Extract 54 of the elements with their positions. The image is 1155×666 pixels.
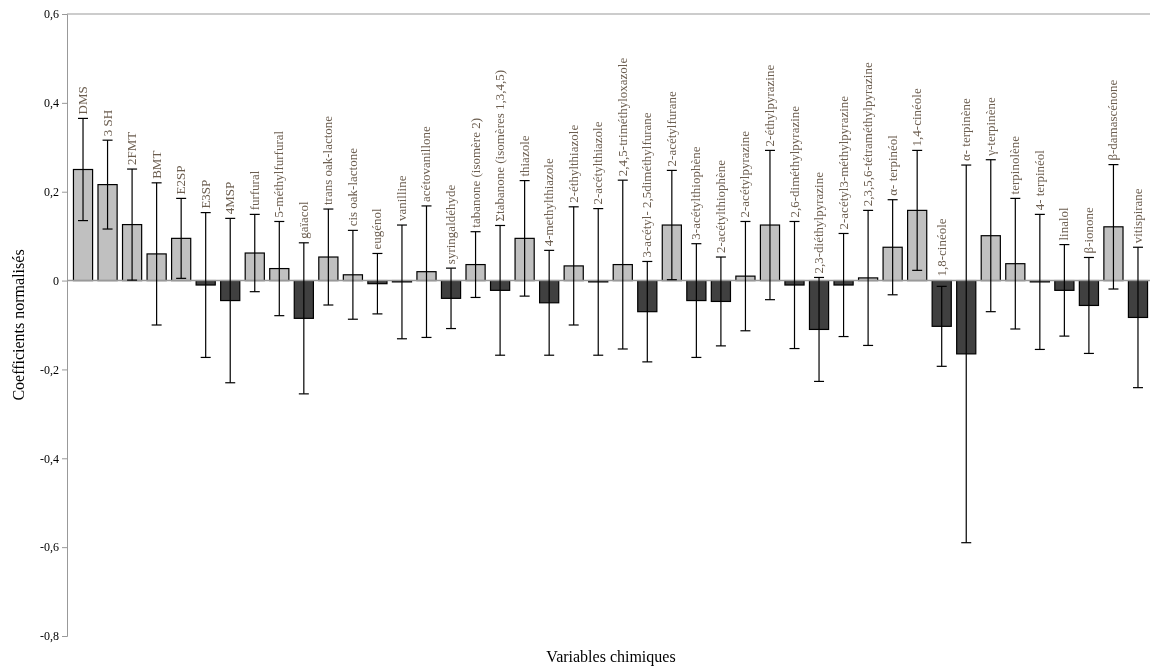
x-tick-label: β-damascénone <box>1105 79 1121 161</box>
x-tick-label: 4- terpinéol <box>1031 149 1047 211</box>
x-tick-label: 2,3-diéthylpyrazine <box>811 171 827 274</box>
x-tick-label: tabanone (isomère 2) <box>467 117 483 228</box>
y-tick-label: -0,4 <box>40 451 59 466</box>
x-tick-label: 4-methylthiazole <box>541 158 557 247</box>
x-tick-label: β-ionone <box>1080 206 1096 254</box>
x-tick-label: 2-acétylfurane <box>663 91 679 167</box>
x-tick-label: 1,8-cinéole <box>933 218 949 277</box>
x-tick-label: 2-acétyl3-méthylpyrazine <box>835 95 851 230</box>
x-tick-label: syringaldéhyde <box>443 184 459 265</box>
x-tick-label: 2,6-diméthylpyrazine <box>786 105 802 218</box>
x-tick-label: 2,3,5,6-tétraméthylpyrazine <box>860 62 876 207</box>
x-tick-label: E3SP <box>197 179 213 209</box>
x-tick-label: terpinolène <box>1007 135 1023 195</box>
x-tick-label: α- terpinéol <box>884 134 900 196</box>
x-tick-label: α- terpinène <box>958 98 974 162</box>
x-tick-label: trans oak-lactone <box>320 115 336 206</box>
y-tick-label: -0,2 <box>40 362 59 377</box>
y-tick-label: -0,8 <box>40 629 59 644</box>
y-tick-label: 0,2 <box>44 185 59 200</box>
y-tick-label: 0 <box>53 273 59 288</box>
y-tick-label: 0,4 <box>44 96 59 111</box>
x-tick-label: linalol <box>1056 206 1072 241</box>
x-tick-label: 2FMT <box>124 131 140 166</box>
x-tick-label: Σtabanone (isomères 1,3,4,5) <box>492 69 508 222</box>
x-tick-label: 4MSP <box>222 181 238 215</box>
x-tick-label: thiazole <box>516 135 532 177</box>
x-tick-label: DMS <box>75 86 91 115</box>
x-tick-label: 3 SH <box>99 109 115 137</box>
y-tick-label: 0,6 <box>44 7 59 22</box>
x-tick-label: 2-éthylthiazole <box>565 124 581 203</box>
x-tick-label: γ-terpinène <box>982 97 998 157</box>
x-tick-label: 5-méthylfurfural <box>271 130 287 218</box>
x-tick-label: vitispirane <box>1129 188 1145 244</box>
x-tick-label: 1,4-cinéole <box>909 88 925 147</box>
x-tick-label: cis oak-lactone <box>344 147 360 227</box>
x-tick-label: gaïacol <box>295 200 311 239</box>
x-tick-label: 2-acétylthiophène <box>712 159 728 254</box>
x-axis-title: Variables chimiques <box>546 648 676 666</box>
x-tick-label: 3-acétylthiophène <box>688 146 704 240</box>
x-tick-label: 2-acétylthiazole <box>590 121 606 205</box>
y-tick-label: -0,6 <box>40 540 59 555</box>
x-tick-label: acétovanillone <box>418 125 434 202</box>
x-tick-label: BMT <box>148 150 164 179</box>
x-tick-label: 3-acétyl- 2,5diméthylfurane <box>639 112 655 258</box>
x-tick-label: 2-acétylpyrazine <box>737 130 753 218</box>
x-tick-label: eugénol <box>369 207 385 250</box>
y-axis-title: Coefficients normalisés <box>10 249 27 401</box>
x-tick-label: vanilline <box>393 175 409 222</box>
x-tick-label: E2SP <box>173 165 189 195</box>
x-tick-label: 2,4,5-triméthyloxazole <box>614 57 630 177</box>
x-tick-label: furfural <box>246 170 262 211</box>
x-tick-label: 2-éthylpyrazine <box>761 64 777 147</box>
